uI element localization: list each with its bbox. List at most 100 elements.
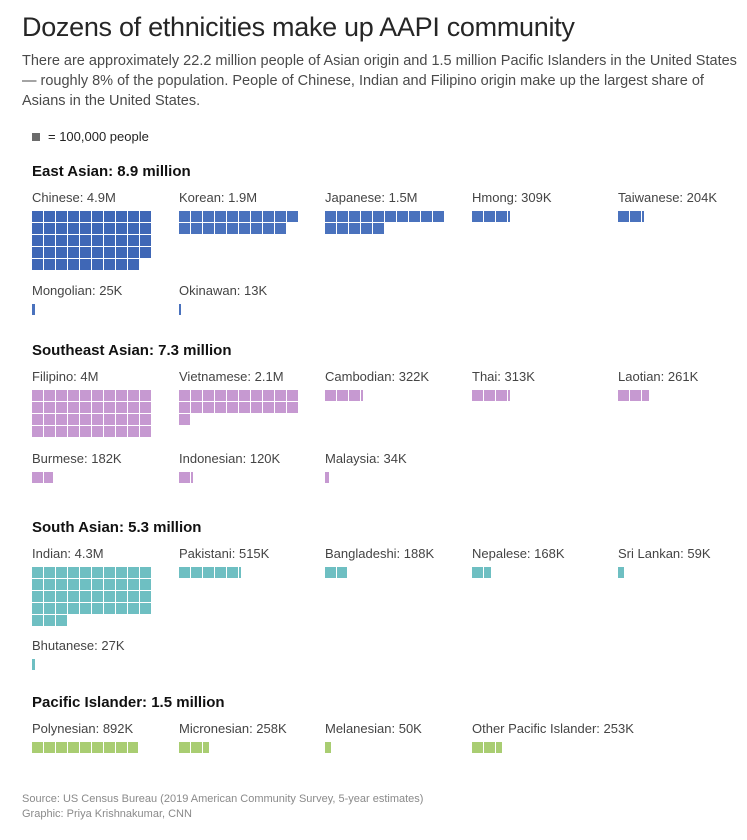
- waffle-cell: [128, 414, 139, 425]
- waffle-cell: [92, 247, 103, 258]
- ethnicity-label: Filipino: 4M: [32, 369, 99, 384]
- waffle-cell: [128, 742, 138, 753]
- ethnicity-label: Taiwanese: 204K: [618, 190, 718, 205]
- waffle-cell: [496, 742, 502, 753]
- waffle-cell: [227, 390, 238, 401]
- waffle-cell: [80, 223, 91, 234]
- ethnicity-label: Cambodian: 322K: [325, 369, 430, 384]
- ethnicity-cambodian: Cambodian: 322K: [325, 369, 465, 401]
- ethnicity-bhutanese: Bhutanese: 27K: [32, 638, 172, 670]
- ethnicity-label: Bhutanese: 27K: [32, 638, 125, 653]
- ethnicity-label: Okinawan: 13K: [179, 283, 268, 298]
- waffle-cell: [32, 591, 43, 602]
- waffle-cell: [325, 472, 329, 483]
- waffle-cell: [140, 247, 151, 258]
- ethnicity-label: Polynesian: 892K: [32, 721, 134, 736]
- waffle-cell: [68, 742, 79, 753]
- waffle-cell: [92, 211, 103, 222]
- waffle-cell: [32, 247, 43, 258]
- waffle-cell: [68, 591, 79, 602]
- waffle-cell: [80, 259, 91, 270]
- ethnicity-taiwanese: Taiwanese: 204K: [618, 190, 747, 222]
- waffle-cell: [275, 223, 286, 234]
- waffle-cell: [56, 615, 67, 626]
- waffle-cell: [80, 603, 91, 614]
- waffle-cell: [92, 402, 103, 413]
- waffle-cell: [116, 247, 127, 258]
- waffle-cell: [68, 223, 79, 234]
- waffle-cell: [409, 211, 420, 222]
- waffle-cell: [227, 223, 238, 234]
- ethnicity-okinawan: Okinawan: 13K: [179, 283, 319, 315]
- waffle-cell: [239, 223, 250, 234]
- ethnicity-hmong: Hmong: 309K: [472, 190, 612, 222]
- waffle-cell: [263, 390, 274, 401]
- waffle-cell: [128, 426, 139, 437]
- waffle-cell: [68, 402, 79, 413]
- waffle-cell: [68, 211, 79, 222]
- waffle-cell: [92, 426, 103, 437]
- ethnicity-label: Chinese: 4.9M: [32, 190, 116, 205]
- waffle-cell: [191, 742, 202, 753]
- ethnicity-label: Vietnamese: 2.1M: [179, 369, 284, 384]
- waffle-cell: [128, 235, 139, 246]
- waffle-cell: [80, 247, 91, 258]
- waffle-cell: [484, 390, 495, 401]
- waffle-cell: [484, 567, 491, 578]
- waffle-cell: [325, 742, 331, 753]
- ethnicity-melanesian: Melanesian: 50K: [325, 721, 465, 753]
- waffle-cell: [68, 603, 79, 614]
- waffle-cell: [32, 414, 43, 425]
- waffle-cell: [642, 211, 644, 222]
- waffle-cell: [116, 742, 127, 753]
- waffle-cell: [116, 211, 127, 222]
- waffle-cell: [104, 414, 115, 425]
- ethnicity-label: Nepalese: 168K: [472, 546, 565, 561]
- waffle-cell: [179, 211, 190, 222]
- waffle-cell: [325, 211, 336, 222]
- waffle-cell: [56, 591, 67, 602]
- ethnicity-label: Indonesian: 120K: [179, 451, 281, 466]
- waffle-cell: [128, 211, 139, 222]
- waffle-cell: [80, 390, 91, 401]
- waffle-cell: [116, 223, 127, 234]
- waffle-cell: [287, 390, 298, 401]
- waffle-cell: [239, 211, 250, 222]
- waffle-cell: [373, 211, 384, 222]
- waffle-cell: [227, 567, 238, 578]
- waffle-cell: [32, 472, 43, 483]
- waffle-cell: [179, 742, 190, 753]
- waffle-cell: [140, 426, 151, 437]
- waffle-cell: [56, 211, 67, 222]
- waffle-cell: [140, 567, 151, 578]
- waffle-cell: [92, 414, 103, 425]
- waffle-cell: [92, 742, 103, 753]
- waffle-cell: [116, 591, 127, 602]
- waffle-cell: [104, 603, 115, 614]
- waffle-cell: [140, 390, 151, 401]
- ethnicity-label: Sri Lankan: 59K: [618, 546, 711, 561]
- waffle-cell: [215, 567, 226, 578]
- ethnicity-bangladeshi: Bangladeshi: 188K: [325, 546, 465, 578]
- waffle-cell: [325, 567, 336, 578]
- waffle-cell: [239, 567, 241, 578]
- waffle-cell: [56, 742, 67, 753]
- ethnicity-label: Bangladeshi: 188K: [325, 546, 435, 561]
- waffle-cell: [104, 402, 115, 413]
- waffle-cell: [618, 390, 629, 401]
- waffle-cell: [44, 211, 55, 222]
- waffle-cell: [140, 402, 151, 413]
- waffle-cell: [508, 211, 510, 222]
- waffle-cell: [472, 211, 483, 222]
- waffle-cell: [80, 742, 91, 753]
- waffle-cell: [239, 402, 250, 413]
- group-title-southeast-asian: Southeast Asian: 7.3 million: [32, 342, 232, 359]
- waffle-cell: [421, 211, 432, 222]
- waffle-cell: [44, 742, 55, 753]
- ethnicity-polynesian: Polynesian: 892K: [32, 721, 172, 753]
- waffle-cell: [68, 235, 79, 246]
- waffle-cell: [32, 742, 43, 753]
- chart-title: Dozens of ethnicities make up AAPI commu…: [22, 12, 575, 42]
- group-title-east-asian: East Asian: 8.9 million: [32, 163, 191, 180]
- waffle-cell: [44, 603, 55, 614]
